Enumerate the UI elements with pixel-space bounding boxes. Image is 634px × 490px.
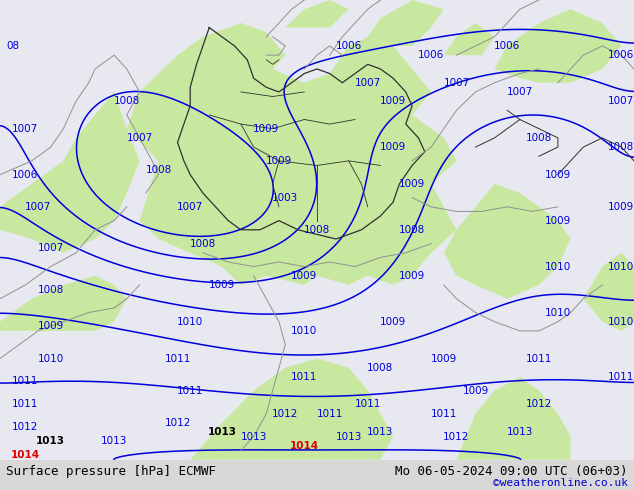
Text: 1008: 1008 — [399, 225, 425, 235]
Text: 1007: 1007 — [177, 202, 204, 212]
Text: 1013: 1013 — [240, 432, 267, 441]
Text: 1010: 1010 — [291, 326, 318, 336]
Text: 1007: 1007 — [126, 133, 153, 143]
Text: 1012: 1012 — [272, 409, 299, 418]
Text: 1008: 1008 — [526, 133, 552, 143]
Text: 1009: 1009 — [209, 280, 235, 290]
Text: 1011: 1011 — [354, 399, 381, 410]
Text: 1008: 1008 — [145, 165, 172, 175]
Text: 1011: 1011 — [12, 399, 39, 410]
Text: 1011: 1011 — [526, 353, 552, 364]
Text: 1008: 1008 — [608, 142, 634, 152]
Text: 1009: 1009 — [545, 170, 571, 180]
Text: 1009: 1009 — [399, 271, 425, 281]
Text: 1013: 1013 — [207, 427, 236, 437]
Text: 1008: 1008 — [37, 285, 64, 294]
Polygon shape — [444, 184, 571, 299]
Text: 1006: 1006 — [335, 41, 362, 51]
Text: 1006: 1006 — [418, 50, 444, 60]
Text: 1013: 1013 — [101, 436, 127, 446]
Text: 1007: 1007 — [354, 78, 381, 88]
Text: 1012: 1012 — [164, 418, 191, 428]
Text: 1014: 1014 — [11, 450, 40, 460]
Text: 1009: 1009 — [430, 353, 457, 364]
Text: 1010: 1010 — [37, 353, 64, 364]
Text: 1008: 1008 — [367, 363, 394, 373]
Text: Surface pressure [hPa] ECMWF: Surface pressure [hPa] ECMWF — [6, 466, 216, 478]
Text: 1010: 1010 — [608, 317, 634, 327]
Text: 1009: 1009 — [37, 321, 64, 331]
Text: 1009: 1009 — [380, 317, 406, 327]
Text: 1009: 1009 — [380, 142, 406, 152]
Text: 1009: 1009 — [399, 179, 425, 189]
Text: 1007: 1007 — [12, 123, 39, 134]
Text: 1011: 1011 — [164, 353, 191, 364]
Text: 1013: 1013 — [507, 427, 533, 437]
Text: 1008: 1008 — [304, 225, 330, 235]
Text: 1010: 1010 — [177, 317, 204, 327]
Text: 1010: 1010 — [608, 262, 634, 271]
Text: 1014: 1014 — [290, 441, 319, 451]
Polygon shape — [285, 0, 349, 27]
Polygon shape — [0, 276, 127, 331]
Text: 1007: 1007 — [443, 78, 470, 88]
Text: 1008: 1008 — [113, 96, 140, 106]
Text: 08: 08 — [6, 41, 19, 51]
Text: 1012: 1012 — [12, 422, 39, 433]
Polygon shape — [368, 0, 444, 46]
Text: 1007: 1007 — [608, 96, 634, 106]
Text: 1006: 1006 — [608, 50, 634, 60]
Text: 1008: 1008 — [190, 239, 216, 248]
Text: 1009: 1009 — [462, 386, 489, 396]
Polygon shape — [0, 92, 139, 253]
Text: 1011: 1011 — [316, 409, 343, 418]
Text: 1009: 1009 — [380, 96, 406, 106]
Polygon shape — [495, 9, 621, 83]
Polygon shape — [583, 253, 634, 331]
Text: 1011: 1011 — [608, 372, 634, 382]
Text: 1011: 1011 — [12, 376, 39, 387]
Polygon shape — [127, 23, 456, 285]
Text: 1006: 1006 — [12, 170, 39, 180]
Text: 1007: 1007 — [507, 87, 533, 97]
Text: 1010: 1010 — [545, 262, 571, 271]
Text: Mo 06-05-2024 09:00 UTC (06+03): Mo 06-05-2024 09:00 UTC (06+03) — [395, 466, 628, 478]
Text: 1009: 1009 — [291, 271, 318, 281]
Text: 1003: 1003 — [272, 193, 299, 203]
Text: 1013: 1013 — [36, 436, 65, 446]
Text: 1009: 1009 — [266, 156, 292, 166]
Text: 1012: 1012 — [443, 432, 470, 441]
Text: 1007: 1007 — [25, 202, 51, 212]
Polygon shape — [444, 23, 495, 55]
Text: 1007: 1007 — [37, 243, 64, 253]
Polygon shape — [456, 377, 571, 460]
Text: 1013: 1013 — [335, 432, 362, 441]
Polygon shape — [190, 359, 393, 460]
Text: 1009: 1009 — [545, 216, 571, 225]
Text: 1011: 1011 — [291, 372, 318, 382]
Text: 1010: 1010 — [545, 308, 571, 318]
Text: 1011: 1011 — [430, 409, 457, 418]
Text: 1009: 1009 — [608, 202, 634, 212]
Text: 1013: 1013 — [367, 427, 394, 437]
Text: 1006: 1006 — [494, 41, 521, 51]
Text: ©weatheronline.co.uk: ©weatheronline.co.uk — [493, 478, 628, 489]
Text: 1011: 1011 — [177, 386, 204, 396]
Text: 1012: 1012 — [526, 399, 552, 410]
Text: 1009: 1009 — [253, 123, 280, 134]
